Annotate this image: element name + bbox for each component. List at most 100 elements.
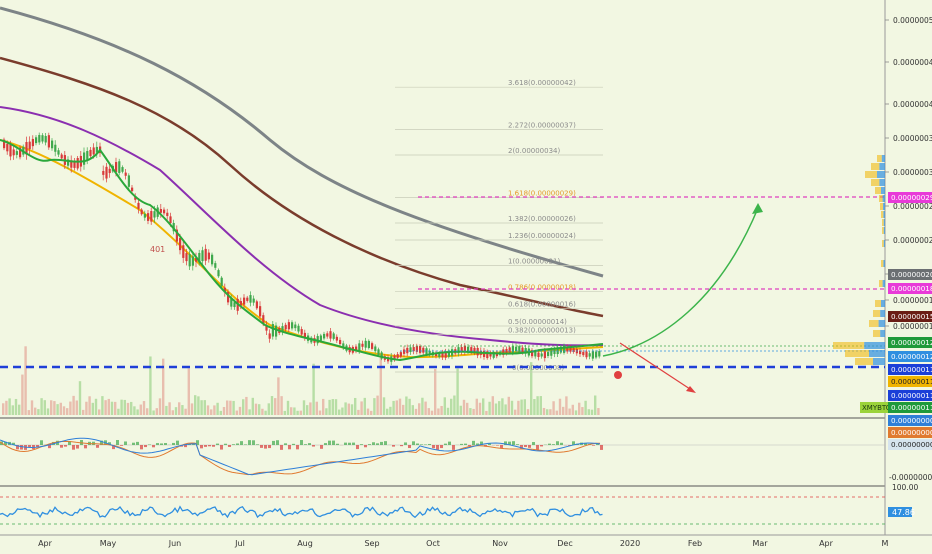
- volume-bar: [463, 400, 465, 415]
- volume-bar: [181, 405, 183, 415]
- volume-bar: [284, 411, 286, 415]
- volume-bar: [226, 401, 228, 415]
- time-tick-label: Nov: [492, 539, 508, 548]
- alert-marker-icon[interactable]: [614, 371, 622, 379]
- volume-bar: [584, 401, 586, 415]
- macd-histogram-bar: [540, 445, 543, 446]
- volume-bar: [552, 401, 554, 415]
- price-tick-label: 0.00000024: [893, 236, 932, 245]
- candle-body: [595, 352, 597, 358]
- fib-level-label: 0.5(0.00000014): [508, 318, 567, 326]
- price-badge-label: 0.00000000: [891, 428, 932, 437]
- macd-histogram-bar: [332, 441, 335, 445]
- volume-bar: [431, 411, 433, 415]
- volume-bar: [24, 346, 26, 415]
- volume-bar: [367, 409, 369, 415]
- volume-profile-bar: [877, 171, 885, 178]
- volume-bar: [47, 408, 49, 415]
- volume-bar: [575, 410, 577, 415]
- volume-bar: [594, 396, 596, 415]
- macd-histogram-bar: [256, 444, 259, 445]
- volume-bar: [152, 410, 154, 415]
- candle-body: [51, 141, 53, 149]
- fib-level-label: 1.618(0.00000029): [508, 190, 576, 198]
- volume-bar: [296, 411, 298, 415]
- volume-bar: [319, 411, 321, 415]
- macd-histogram-bar: [248, 440, 251, 445]
- volume-bar: [460, 406, 462, 415]
- candle-body: [323, 334, 325, 339]
- candle-body: [326, 333, 328, 336]
- price-badge-label: 0.00000018: [891, 284, 932, 293]
- candle-body: [333, 333, 335, 338]
- macd-histogram-bar: [312, 445, 315, 447]
- fib-level-label: 1(0.00000021): [508, 258, 560, 266]
- volume-bar: [492, 396, 494, 415]
- candle-body: [582, 352, 584, 355]
- macd-histogram-bar: [132, 443, 135, 445]
- volume-profile-bar: [881, 211, 883, 218]
- macd-histogram-bar: [560, 443, 563, 445]
- volume-profile-bar: [884, 219, 885, 226]
- candle-body: [35, 137, 37, 143]
- macd-histogram-bar: [200, 445, 203, 448]
- macd-histogram-bar: [516, 444, 519, 445]
- volume-bar: [591, 410, 593, 415]
- time-tick-label: 2020: [620, 539, 640, 548]
- macd-histogram-bar: [440, 445, 443, 448]
- volume-bar: [120, 400, 122, 415]
- fib-level-label: 3.618(0.00000042): [508, 79, 576, 87]
- volume-bar: [511, 401, 513, 415]
- macd-histogram-bar: [268, 445, 271, 448]
- volume-bar: [274, 398, 276, 415]
- volume-bar: [447, 408, 449, 415]
- volume-bar: [40, 398, 42, 415]
- macd-histogram-bar: [292, 444, 295, 445]
- volume-profile-bar: [873, 310, 880, 317]
- candle-body: [54, 145, 56, 152]
- volume-profile-bar: [883, 211, 885, 218]
- candle-body: [243, 298, 245, 305]
- volume-bar: [370, 411, 372, 415]
- candle-body: [541, 353, 543, 356]
- time-tick-label: May: [100, 539, 117, 548]
- volume-bar: [252, 398, 254, 415]
- volume-bar: [325, 408, 327, 415]
- fib-level-label: 0.618(0.00000016): [508, 301, 576, 309]
- macd-histogram-bar: [76, 445, 79, 449]
- candle-body: [121, 167, 123, 172]
- volume-bar: [517, 401, 519, 415]
- time-tick-label: Dec: [557, 539, 572, 548]
- candle-body: [397, 354, 399, 358]
- volume-bar: [543, 408, 545, 415]
- volume-profile-bar: [869, 320, 879, 327]
- volume-bar: [200, 400, 202, 415]
- volume-bar: [136, 409, 138, 415]
- volume-bar: [581, 407, 583, 415]
- volume-bar: [184, 409, 186, 415]
- volume-bar: [376, 396, 378, 415]
- volume-bar: [264, 411, 266, 415]
- volume-profile-bar: [880, 330, 885, 337]
- volume-bar: [415, 409, 417, 415]
- candle-body: [256, 301, 258, 308]
- volume-bar: [437, 408, 439, 415]
- candle-body: [160, 209, 162, 213]
- macd-histogram-bar: [348, 443, 351, 445]
- volume-profile-bar: [882, 227, 884, 234]
- price-tick-label: 0.00000014: [893, 322, 932, 331]
- volume-profile-bar: [879, 280, 883, 287]
- candle-body: [205, 249, 207, 261]
- volume-bar: [261, 409, 263, 415]
- volume-bar: [316, 402, 318, 415]
- candle-body: [102, 171, 104, 175]
- volume-bar: [255, 404, 257, 415]
- candle-body: [131, 188, 133, 192]
- volume-bar: [444, 397, 446, 415]
- candle-body: [211, 255, 213, 265]
- candle-body: [377, 349, 379, 355]
- volume-bar: [306, 405, 308, 415]
